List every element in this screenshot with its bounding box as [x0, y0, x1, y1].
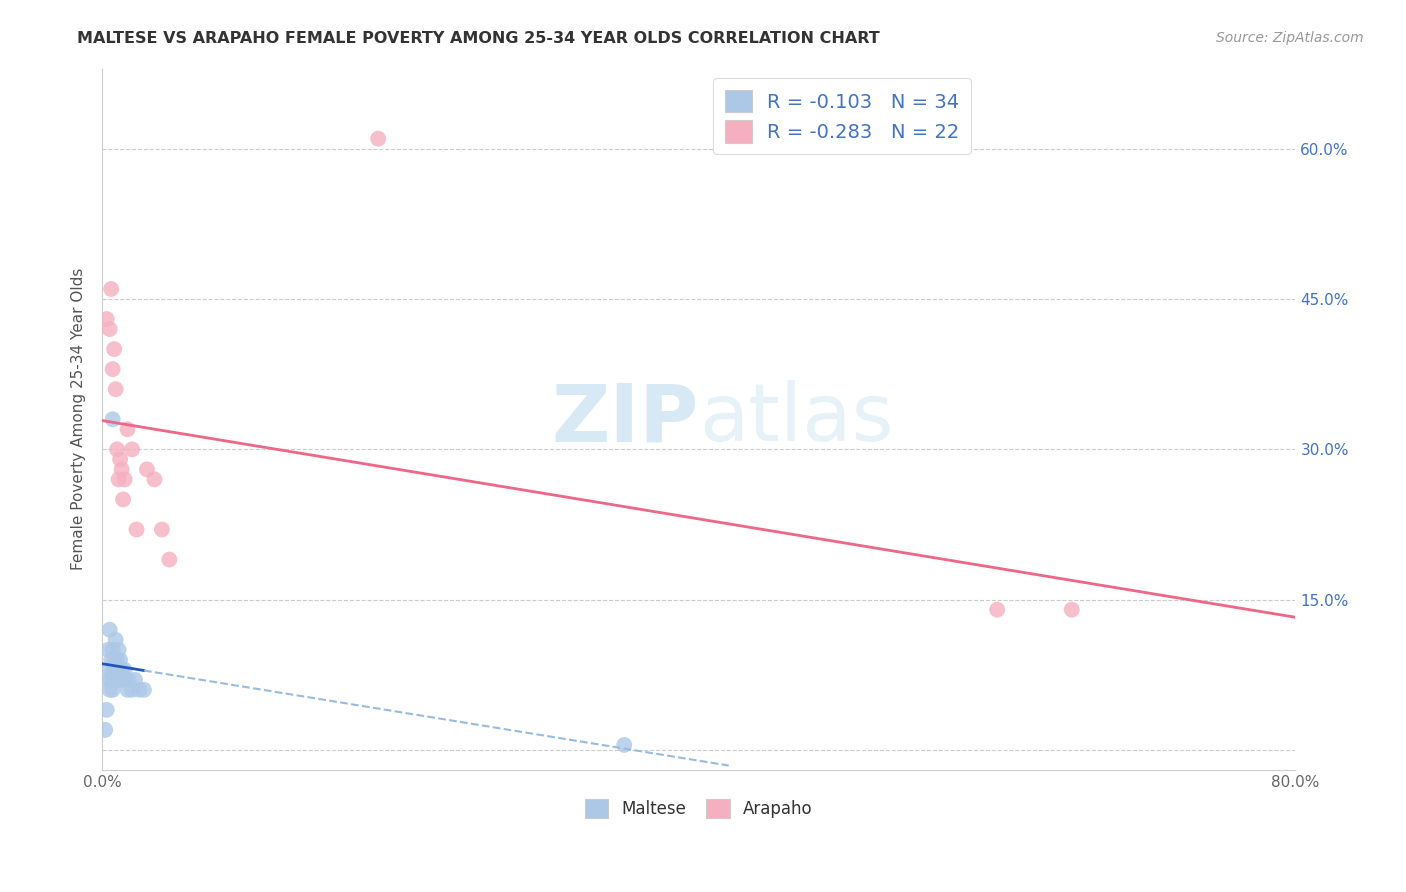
Point — [118, 673, 141, 687]
Point — [97, 673, 120, 687]
Point — [97, 642, 120, 657]
Point — [103, 653, 125, 667]
Point — [112, 492, 135, 507]
Point — [100, 673, 122, 687]
Point — [104, 382, 127, 396]
Point — [101, 642, 124, 657]
Point — [101, 412, 124, 426]
Point — [96, 703, 118, 717]
Point — [108, 452, 131, 467]
Point — [110, 663, 132, 677]
Point — [98, 322, 121, 336]
Point — [125, 523, 148, 537]
Point — [1060, 602, 1083, 616]
Point — [150, 523, 173, 537]
Point — [108, 673, 131, 687]
Point — [101, 362, 124, 376]
Point — [117, 422, 139, 436]
Point — [103, 673, 125, 687]
Point — [112, 673, 135, 687]
Point — [121, 682, 143, 697]
Point — [157, 552, 180, 566]
Point — [107, 472, 129, 486]
Point — [117, 682, 139, 697]
Point — [96, 312, 118, 326]
Point — [105, 653, 128, 667]
Point — [105, 673, 128, 687]
Point — [115, 673, 138, 687]
Point — [104, 663, 127, 677]
Point — [105, 442, 128, 457]
Text: MALTESE VS ARAPAHO FEMALE POVERTY AMONG 25-34 YEAR OLDS CORRELATION CHART: MALTESE VS ARAPAHO FEMALE POVERTY AMONG … — [77, 31, 880, 46]
Point — [121, 442, 143, 457]
Point — [367, 131, 389, 145]
Point — [103, 342, 125, 356]
Point — [101, 663, 124, 677]
Point — [94, 723, 117, 737]
Point — [132, 682, 155, 697]
Point — [124, 673, 146, 687]
Point — [98, 682, 121, 697]
Point — [114, 663, 136, 677]
Point — [108, 653, 131, 667]
Point — [101, 682, 124, 697]
Point — [128, 682, 150, 697]
Y-axis label: Female Poverty Among 25-34 Year Olds: Female Poverty Among 25-34 Year Olds — [72, 268, 86, 571]
Point — [104, 632, 127, 647]
Point — [114, 472, 136, 486]
Text: Source: ZipAtlas.com: Source: ZipAtlas.com — [1216, 31, 1364, 45]
Point — [98, 623, 121, 637]
Point — [613, 738, 636, 752]
Point — [98, 663, 121, 677]
Point — [107, 642, 129, 657]
Point — [110, 462, 132, 476]
Point — [100, 282, 122, 296]
Text: atlas: atlas — [699, 380, 893, 458]
Point — [143, 472, 166, 486]
Point — [136, 462, 159, 476]
Point — [107, 663, 129, 677]
Point — [986, 602, 1008, 616]
Point — [100, 653, 122, 667]
Legend: Maltese, Arapaho: Maltese, Arapaho — [578, 792, 820, 825]
Text: ZIP: ZIP — [551, 380, 699, 458]
